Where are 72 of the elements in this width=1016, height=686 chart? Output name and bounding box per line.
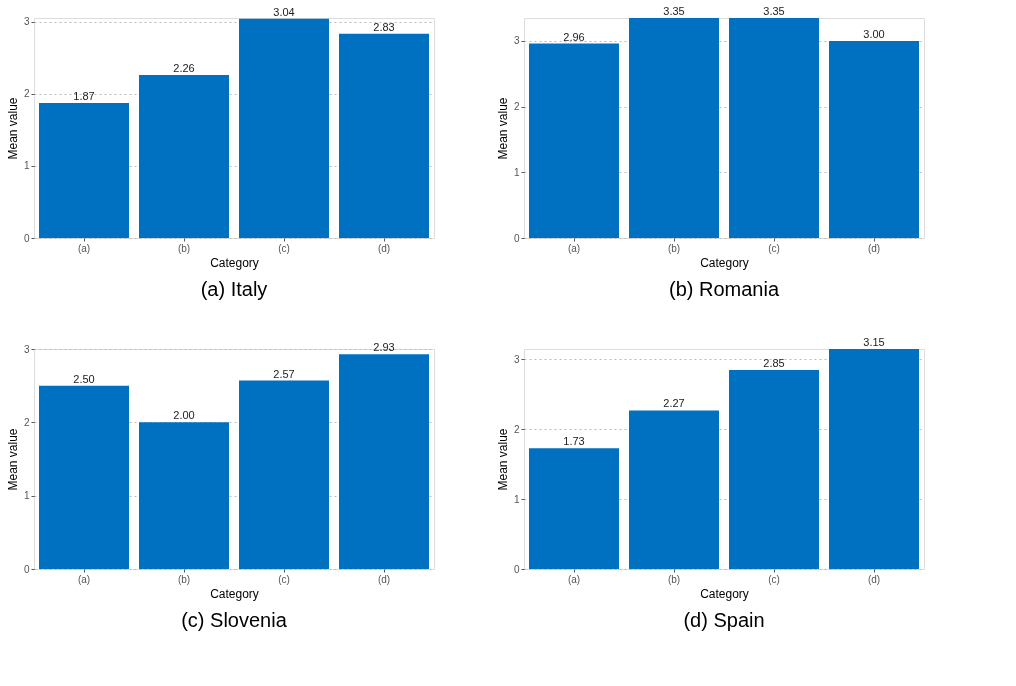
x-axis-title: Category <box>700 255 749 270</box>
x-tick-label: (c) <box>278 573 290 585</box>
y-tick-label: 2 <box>23 88 30 100</box>
x-tick-label: (d) <box>867 573 881 585</box>
bar <box>529 448 619 569</box>
x-axis-title: Category <box>700 586 749 601</box>
y-tick-label: 3 <box>23 16 30 28</box>
data-label: 3.04 <box>273 5 295 18</box>
x-tick-label: (a) <box>567 573 581 585</box>
x-tick-label: (d) <box>377 242 391 254</box>
x-tick-label: (b) <box>667 242 681 254</box>
bar <box>239 380 329 569</box>
data-label: 3.35 <box>763 5 785 17</box>
x-tick-label: (b) <box>177 573 191 585</box>
data-label: 2.27 <box>663 397 685 410</box>
data-label: 2.00 <box>173 409 195 422</box>
data-label: 1.73 <box>563 435 585 448</box>
x-tick-label: (d) <box>377 573 391 585</box>
data-label: 2.96 <box>563 30 585 43</box>
data-label: 2.50 <box>73 372 95 385</box>
bar <box>39 385 129 569</box>
x-tick-label: (c) <box>768 573 780 585</box>
text: (c) Slovenia <box>181 609 288 631</box>
bar <box>729 369 819 569</box>
bar <box>139 74 229 238</box>
y-tick-label: 2 <box>513 423 520 435</box>
bar <box>629 410 719 569</box>
bar <box>139 422 229 569</box>
bar <box>339 33 429 238</box>
x-tick-label: (b) <box>177 242 191 254</box>
x-tick-label: (c) <box>278 242 290 254</box>
data-label: 3.15 <box>863 336 885 348</box>
x-tick-label: (b) <box>667 573 681 585</box>
bar <box>829 349 919 569</box>
data-label: 2.83 <box>373 20 395 33</box>
y-tick-label: 1 <box>23 160 30 172</box>
y-tick-label: 1 <box>513 166 520 178</box>
x-tick-label: (d) <box>867 242 881 254</box>
y-tick-label: 0 <box>513 232 520 244</box>
y-tick-label: 3 <box>513 353 520 365</box>
y-tick-label: 0 <box>513 563 520 575</box>
text: (b) Romania <box>668 278 780 300</box>
x-axis-title: Category <box>210 255 259 270</box>
y-tick-label: 1 <box>23 490 30 502</box>
data-label: 2.85 <box>763 356 785 369</box>
y-tick-label: 0 <box>23 232 30 244</box>
data-label: 2.57 <box>273 367 295 380</box>
text: (a) Italy <box>200 278 268 300</box>
y-tick-label: 1 <box>513 493 520 505</box>
y-tick-label: 0 <box>23 563 30 575</box>
y-axis-title: Mean value <box>495 97 510 160</box>
data-label: 3.35 <box>663 5 685 17</box>
y-axis-title: Mean value <box>5 428 20 491</box>
data-label: 3.00 <box>863 27 885 40</box>
bar <box>239 18 329 238</box>
data-label: 2.26 <box>173 61 195 74</box>
data-label: 2.93 <box>373 341 395 354</box>
y-tick-label: 3 <box>23 343 30 355</box>
bar <box>339 354 429 569</box>
x-tick-label: (a) <box>567 242 581 254</box>
y-axis-title: Mean value <box>5 97 20 160</box>
text: (d) Spain <box>683 609 765 631</box>
x-tick-label: (a) <box>77 242 91 254</box>
data-label: 1.87 <box>73 90 95 103</box>
y-tick-label: 2 <box>513 101 520 113</box>
x-tick-label: (a) <box>77 573 91 585</box>
x-tick-label: (c) <box>768 242 780 254</box>
bar <box>39 103 129 238</box>
y-tick-label: 3 <box>513 35 520 47</box>
y-axis-title: Mean value <box>495 428 510 491</box>
x-axis-title: Category <box>210 586 259 601</box>
y-tick-label: 2 <box>23 416 30 428</box>
